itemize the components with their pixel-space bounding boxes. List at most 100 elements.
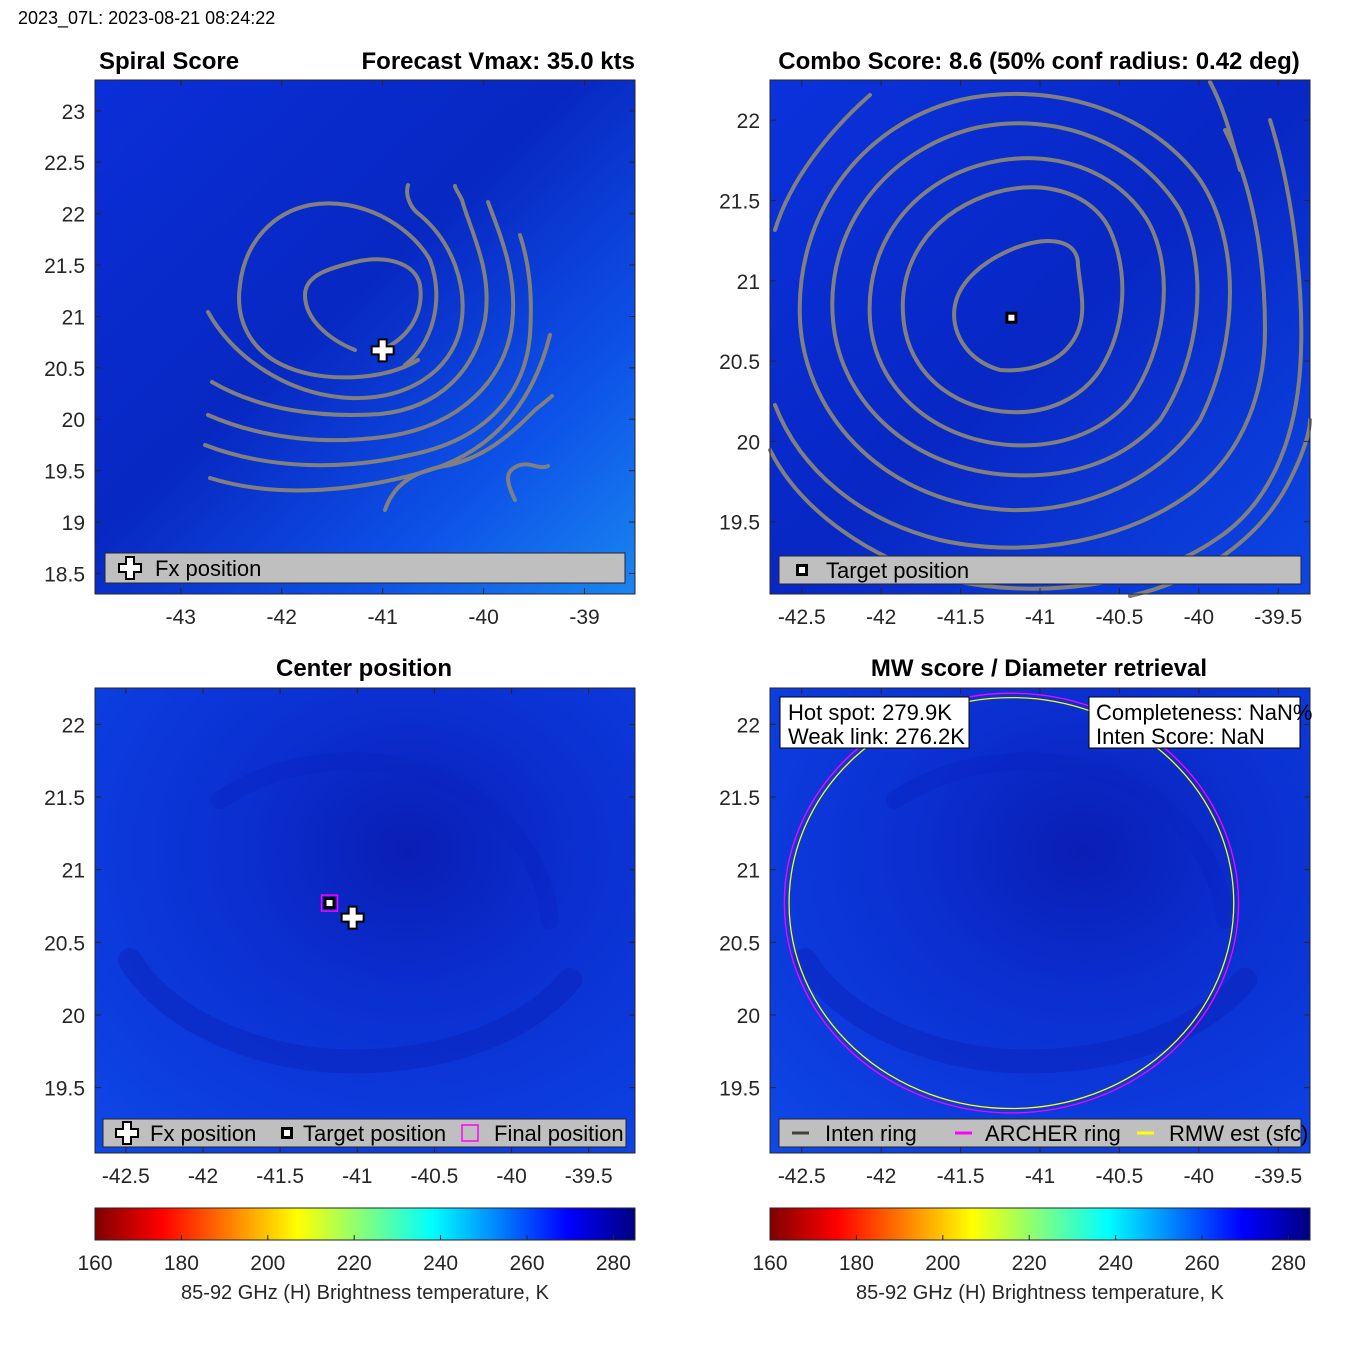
x-tick-label: -39.5 — [1254, 606, 1302, 629]
y-tick-label: 21.5 — [44, 787, 85, 810]
spiral-legend-fx-label: Fx position — [155, 556, 261, 581]
colorbar-tick-label: 240 — [423, 1252, 458, 1275]
x-tick-label: -40 — [496, 1165, 526, 1188]
mw-legend: Inten ring ARCHER ring RMW est (sfc) — [778, 1118, 1308, 1148]
colorbar-left-ticks: 160 180 200 220 240 260 280 — [77, 1235, 631, 1275]
x-tick-label: -40.5 — [410, 1165, 458, 1188]
y-tick-label: 21 — [62, 860, 85, 883]
spiral-contour-3 — [206, 183, 465, 401]
colorbar-right-gradient — [769, 1207, 1311, 1241]
center-legend-fx-label: Fx position — [150, 1121, 256, 1146]
square-marker-glyph — [1005, 311, 1018, 324]
y-tick-label: 21 — [737, 860, 760, 883]
magenta-square-marker-glyph — [320, 894, 339, 912]
spiral-legend: Fx position — [104, 552, 626, 584]
mw-plot-background — [770, 688, 1310, 1153]
panel-spiral: Spiral Score Forecast Vmax: 35.0 kts -43… — [44, 48, 636, 629]
center-x-ticks: -42.5 -42 -41.5 -41 -40.5 -40 -39.5 — [102, 688, 613, 1188]
combo-contour-5 — [797, 92, 1232, 513]
mw-legend-box — [778, 1118, 1302, 1148]
mw-hot-spot-text: Hot spot: 279.9K — [788, 700, 952, 725]
y-tick-label: 19.5 — [719, 1078, 760, 1101]
combo-contour-6 — [773, 128, 1267, 550]
colorbar-left: 160 180 200 220 240 260 280 85-92 GHz (H) Brig… — [77, 1207, 636, 1304]
combo-title: Combo Score: 8.6 (50% conf radius: 0.42 … — [778, 48, 1299, 75]
x-tick-label: -39 — [569, 606, 599, 629]
x-tick-label: -42.5 — [102, 1165, 150, 1188]
mw-bands — [793, 752, 1257, 1074]
ring-ellipse — [783, 692, 1240, 1114]
center-final-position-marker — [320, 894, 339, 912]
x-tick-label: -42.5 — [778, 1165, 826, 1188]
spiral-contour-8 — [383, 394, 554, 512]
combo-contours — [768, 80, 1312, 598]
y-tick-label: 20.5 — [44, 932, 85, 955]
y-tick-label: 21 — [737, 271, 760, 294]
x-tick-label: -40 — [1184, 606, 1214, 629]
center-legend-box — [102, 1118, 627, 1148]
square-legend-glyph — [281, 1127, 293, 1139]
colorbar-left-gradient — [94, 1207, 636, 1241]
y-tick-label: 22 — [62, 204, 85, 227]
colorbar-tick-label: 240 — [1098, 1252, 1133, 1275]
colorbar-right-label: 85-92 GHz (H) Brightness temperature, K — [856, 1282, 1225, 1304]
colorbar-tick-label: 160 — [752, 1252, 787, 1275]
spiral-y-ticks: 18.5 19 19.5 20 20.5 21 21.5 22 22.5 23 — [44, 101, 635, 586]
spiral-contour-9 — [506, 462, 550, 502]
y-tick-label: 22 — [737, 714, 760, 737]
mw-archer-ring — [783, 692, 1240, 1114]
x-tick-label: -41 — [367, 606, 397, 629]
y-tick-label: 22 — [737, 110, 760, 133]
x-tick-label: -39.5 — [565, 1165, 613, 1188]
combo-legend: Target position — [778, 555, 1302, 585]
spiral-x-ticks: -43 -42 -41 -40 -39 — [166, 80, 600, 629]
spiral-contour-4 — [210, 184, 489, 417]
spiral-legend-box — [104, 552, 626, 584]
x-tick-label: -42 — [866, 1165, 896, 1188]
x-tick-label: -41 — [1025, 1165, 1055, 1188]
mw-legend-archer-label: ARCHER ring — [985, 1121, 1121, 1146]
mw-band-2 — [886, 752, 1234, 929]
ring-ellipse — [788, 696, 1235, 1110]
y-tick-label: 20 — [737, 431, 760, 454]
y-tick-label: 21.5 — [44, 255, 85, 278]
colorbar-tick-label: 220 — [337, 1252, 372, 1275]
combo-contour-3 — [867, 156, 1166, 448]
x-tick-label: -42.5 — [778, 606, 826, 629]
combo-legend-target-label: Target position — [826, 558, 969, 583]
spiral-contour-1 — [303, 257, 423, 352]
colorbar-tick-label: 180 — [164, 1252, 199, 1275]
spiral-legend-cross-icon — [118, 556, 142, 580]
panel-center: Center position -42.5 -42 -41.5 -41 -40.5 -40… — [44, 655, 636, 1188]
mw-x-ticks: -42.5 -42 -41.5 -41 -40.5 -40 -39.5 — [778, 688, 1302, 1188]
y-tick-label: 19.5 — [44, 461, 85, 484]
y-tick-label: 20 — [737, 1005, 760, 1028]
mw-weak-link-text: Weak link: 276.2K — [788, 724, 965, 749]
panel-combo: Combo Score: 8.6 (50% conf radius: 0.42 … — [719, 48, 1312, 629]
colorbar-tick-label: 200 — [925, 1252, 960, 1275]
center-band-1 — [118, 948, 582, 1074]
y-tick-label: 19.5 — [44, 1078, 85, 1101]
colorbar-tick-label: 200 — [250, 1252, 285, 1275]
magenta-square-legend-glyph — [461, 1124, 479, 1142]
y-tick-label: 19.5 — [719, 512, 760, 535]
center-legend: Fx position Target position Final positi… — [102, 1118, 627, 1148]
center-band-2 — [211, 752, 559, 929]
mw-info-left-box — [779, 696, 970, 749]
header-text: 2023_07L: 2023-08-21 08:24:22 — [18, 8, 275, 29]
y-tick-label: 23 — [62, 101, 85, 124]
center-bands — [118, 752, 582, 1074]
y-tick-label: 20 — [62, 1005, 85, 1028]
y-tick-label: 22.5 — [44, 152, 85, 175]
x-tick-label: -42 — [188, 1165, 218, 1188]
colorbar-tick-label: 220 — [1012, 1252, 1047, 1275]
y-tick-label: 20.5 — [719, 351, 760, 374]
colorbar-tick-label: 160 — [77, 1252, 112, 1275]
combo-contour-9 — [773, 93, 872, 232]
center-legend-magenta-square-icon — [461, 1124, 479, 1142]
spiral-plot-background — [95, 80, 635, 594]
mw-y-ticks: 19.5 20 20.5 21 21.5 22 — [719, 714, 1310, 1101]
mw-legend-rmw-label: RMW est (sfc) — [1169, 1121, 1308, 1146]
mw-info-right-box — [1088, 696, 1301, 749]
center-plot-background — [95, 688, 635, 1153]
